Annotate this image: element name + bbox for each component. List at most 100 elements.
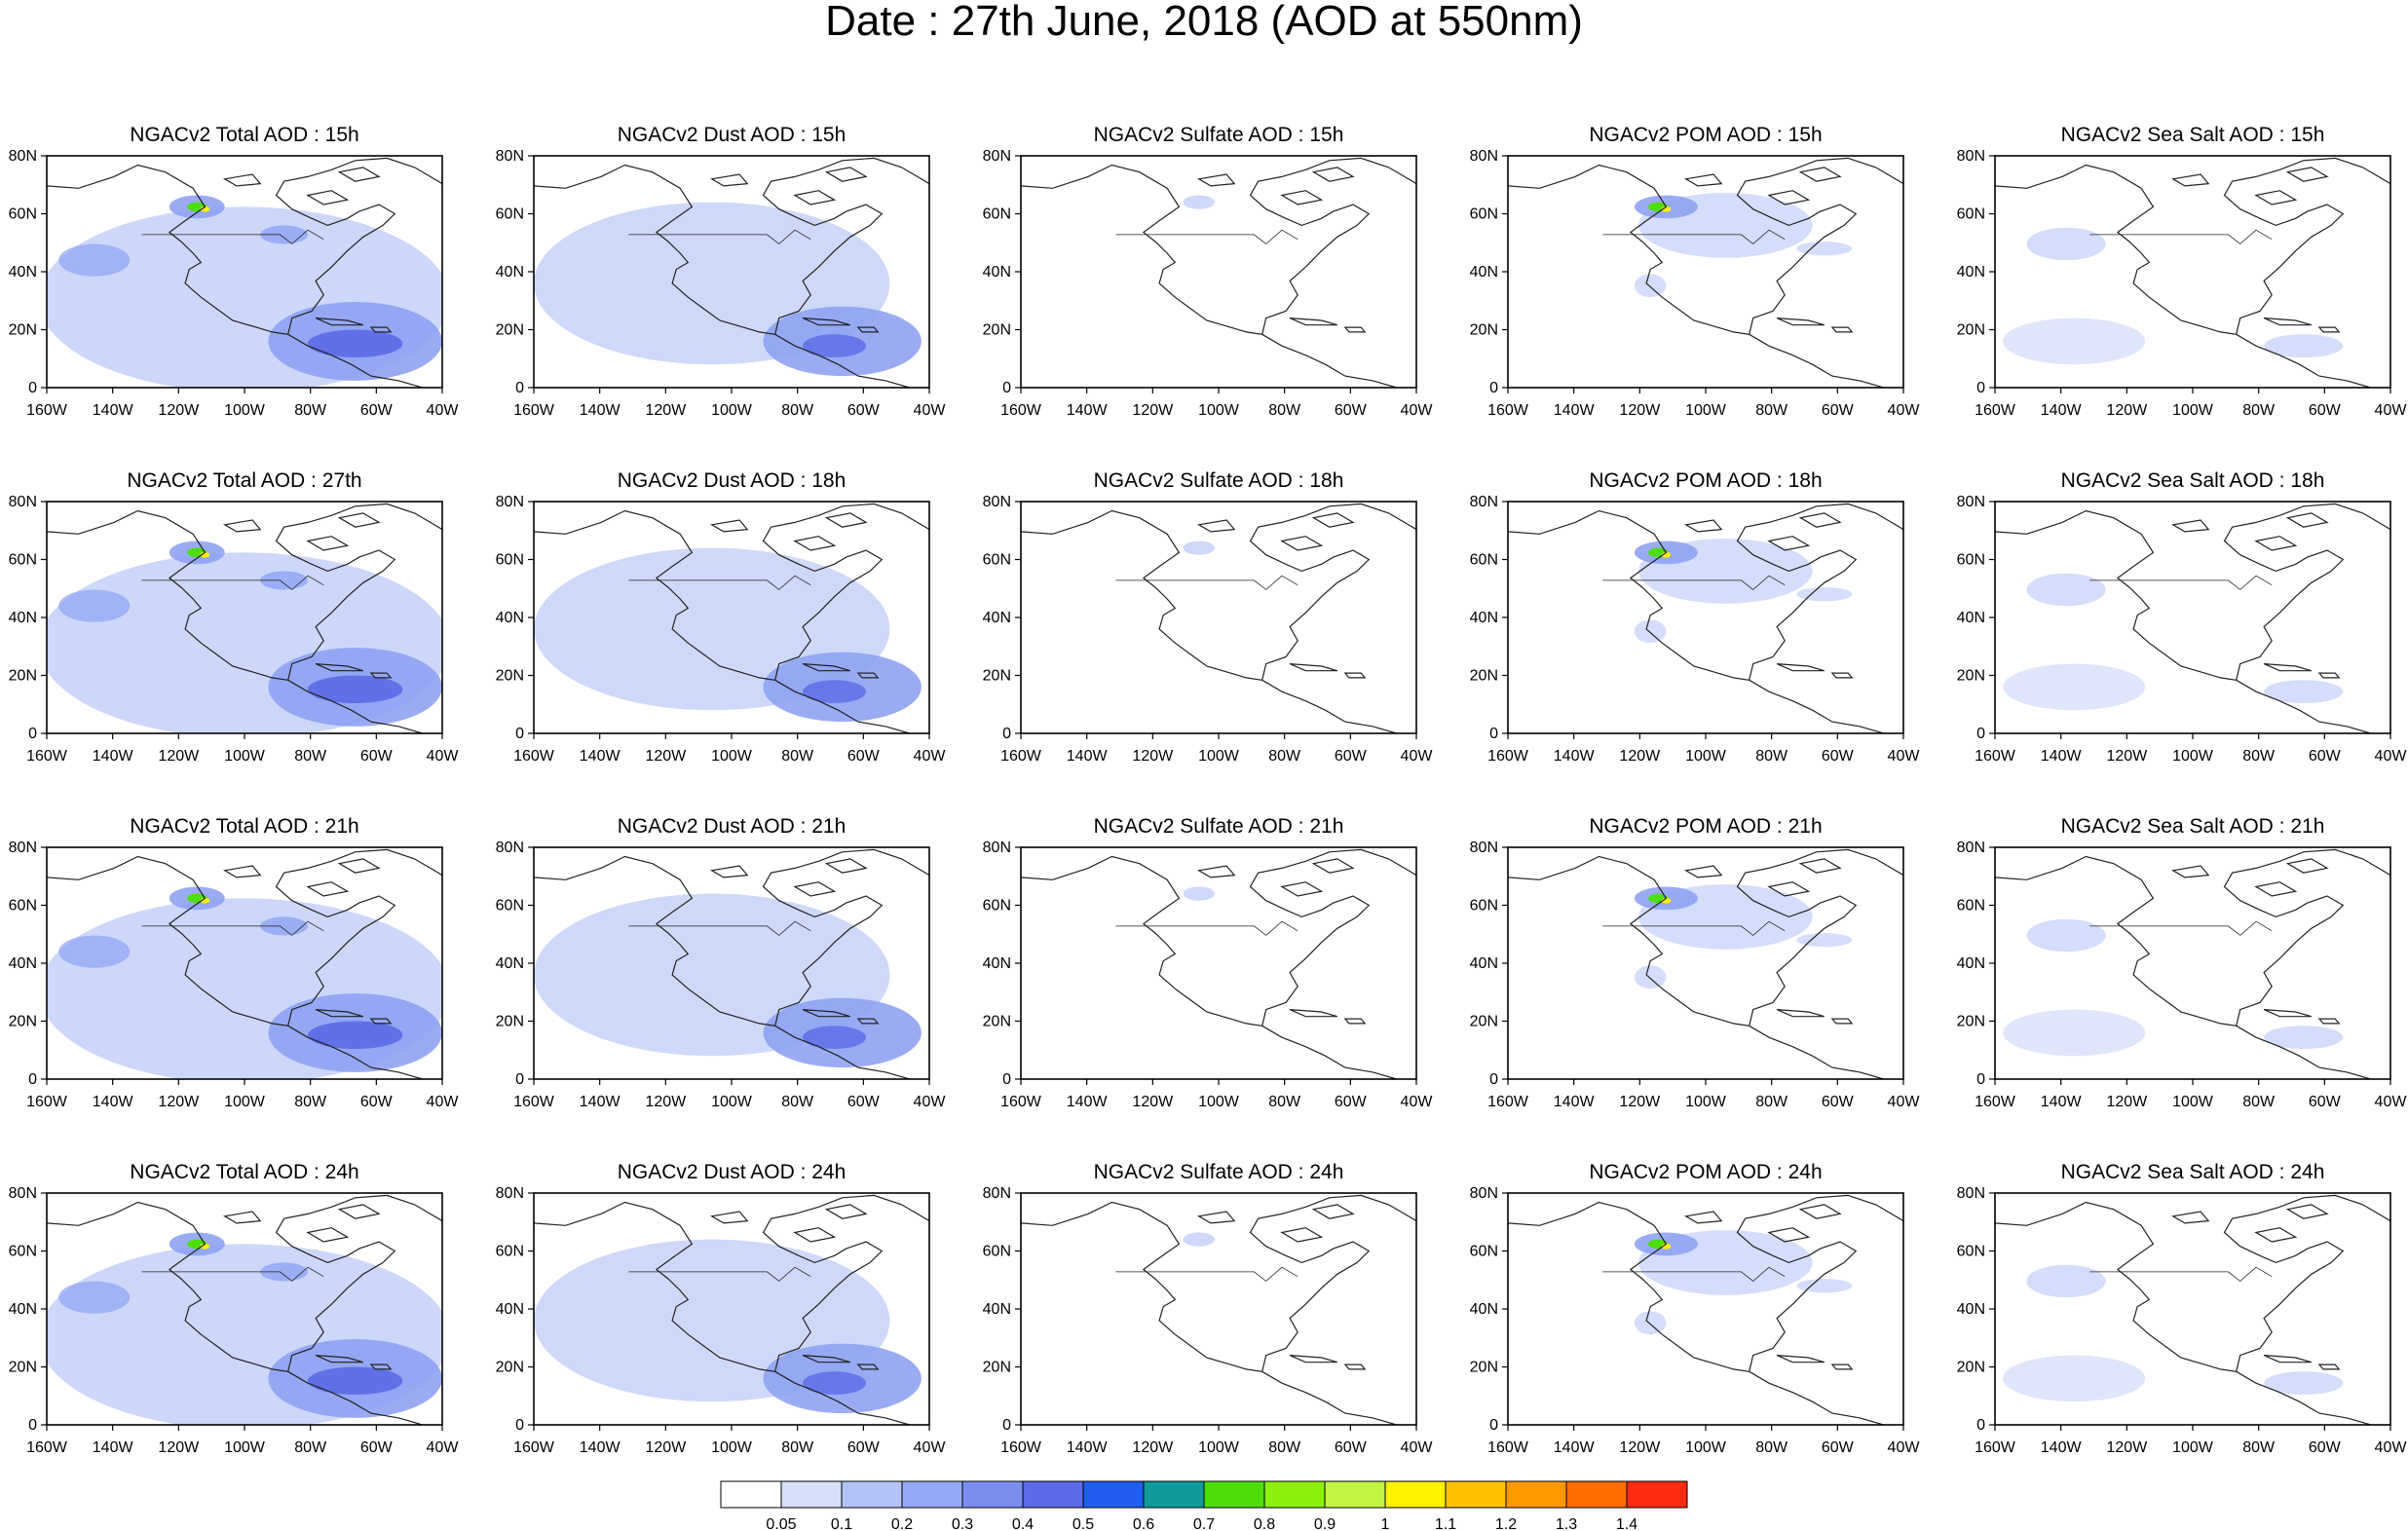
x-tick-label: 120W [2106, 402, 2148, 419]
coastline [47, 503, 442, 733]
aod-region [1661, 205, 1672, 212]
map-background [1021, 1193, 1416, 1425]
coastline-path [1021, 503, 1416, 681]
x-tick-label: 100W [1198, 402, 1240, 419]
y-tick-label: 80N [983, 148, 1011, 165]
island-outline [1683, 519, 1723, 533]
x-tick-label: 60W [1335, 748, 1368, 765]
y-tick-label: 0 [28, 726, 37, 742]
country-border [628, 229, 811, 244]
map-panel: NGACv2 POM AOD : 15h 160W 140W 120W 100W 80W 6… [1470, 124, 1921, 419]
y-tick-label: 80N [1470, 840, 1498, 856]
y-tick-label: 0 [28, 380, 37, 396]
y-tick-label: 60N [1470, 206, 1498, 223]
y-tick-label: 0 [1489, 380, 1498, 396]
island-outline [306, 536, 350, 551]
island-outline [1767, 190, 1811, 205]
island-outline [1289, 663, 1337, 672]
panel-title: NGACv2 Sulfate AOD : 24h [1094, 1161, 1344, 1183]
y-tick-label: 40N [1957, 264, 1985, 280]
x-tick-label: 60W [1335, 1439, 1368, 1456]
colorbar-swatch [961, 1480, 1024, 1509]
aod-region [200, 205, 210, 212]
y-tick-label: 0 [1489, 1417, 1498, 1434]
y-tick-label: 40N [983, 1301, 1011, 1318]
x-tick-label: 140W [93, 1094, 134, 1110]
x-tick-label: 40W [1401, 1094, 1434, 1110]
x-tick-label: 140W [2041, 1094, 2083, 1110]
x-tick-label: 120W [158, 1094, 200, 1110]
island-outline [793, 536, 837, 551]
x-tick-label: 120W [1132, 1439, 1174, 1456]
y-tick-label: 40N [983, 955, 1011, 972]
y-tick-label: 20N [1470, 1360, 1498, 1376]
x-tick-label: 100W [1198, 748, 1240, 765]
coastline-path [534, 848, 929, 1027]
aod-shading [534, 202, 922, 377]
y-tick-label: 0 [1976, 726, 1985, 742]
x-tick-label: 140W [1554, 1439, 1596, 1456]
panel-title: NGACv2 Dust AOD : 24h [618, 1161, 847, 1183]
y-tick-label: 0 [1002, 1071, 1011, 1088]
colorbar-label: 1.1 [1435, 1516, 1456, 1531]
central-america-path [1749, 1370, 1884, 1425]
map-background [1021, 156, 1416, 388]
coastline-path [534, 157, 929, 335]
x-tick-label: 120W [645, 1094, 687, 1110]
aod-shading [47, 886, 442, 1079]
x-tick-label: 40W [1401, 402, 1434, 419]
x-tick-label: 160W [1975, 748, 2016, 765]
x-tick-label: 40W [427, 1094, 460, 1110]
x-tick-label: 80W [1268, 402, 1301, 419]
coastline-path [47, 157, 442, 335]
y-tick-label: 60N [496, 898, 524, 915]
x-tick-label: 100W [2172, 748, 2214, 765]
y-tick-label: 80N [1957, 1185, 1985, 1202]
y-tick-label: 20N [1470, 668, 1498, 685]
y-tick-label: 60N [1957, 1244, 1985, 1260]
y-tick-label: 0 [1976, 1071, 1985, 1088]
colorbar-swatch [1626, 1480, 1688, 1509]
aod-shading [1183, 886, 1215, 901]
aod-region [307, 1366, 403, 1396]
y-tick-label: 20N [983, 322, 1011, 339]
island-outline [709, 1211, 749, 1224]
coastline [534, 1194, 929, 1425]
x-tick-label: 160W [26, 1094, 68, 1110]
x-tick-label: 40W [427, 402, 460, 419]
island-outline [2263, 317, 2312, 326]
island-outline [1767, 536, 1811, 551]
x-tick-label: 140W [1554, 1094, 1596, 1110]
x-tick-label: 160W [1975, 1094, 2016, 1110]
aod-region [803, 1026, 867, 1050]
island-outline [1776, 663, 1825, 672]
island-outline [793, 190, 837, 205]
country-border [1115, 920, 1298, 936]
aod-region [2003, 663, 2146, 711]
x-tick-label: 140W [580, 402, 621, 419]
central-america-path [287, 679, 423, 733]
island-outline [1767, 1227, 1811, 1243]
aod-region [2003, 317, 2146, 365]
map-panel: NGACv2 Sulfate AOD : 15h 160W 140W 120W 100W… [983, 124, 1434, 419]
island-outline [222, 865, 262, 878]
colorbar-swatch [901, 1480, 963, 1509]
island-outline [824, 1204, 868, 1219]
aod-region [2264, 1026, 2344, 1050]
aod-region [200, 551, 210, 558]
colorbar-label: 0.6 [1133, 1516, 1154, 1531]
island-outline [1311, 512, 1355, 528]
x-tick-label: 160W [26, 402, 68, 419]
island-outline [1343, 1018, 1367, 1025]
island-outline [337, 1204, 381, 1219]
aod-region [1796, 933, 1853, 948]
aod-shading [534, 1239, 922, 1414]
island-outline [856, 1363, 880, 1370]
y-tick-label: 20N [9, 668, 37, 685]
x-tick-label: 140W [2041, 402, 2083, 419]
x-tick-label: 120W [645, 402, 687, 419]
x-tick-label: 120W [2106, 748, 2148, 765]
island-outline [1830, 1363, 1854, 1370]
y-tick-label: 60N [496, 206, 524, 223]
island-outline [1830, 326, 1854, 333]
